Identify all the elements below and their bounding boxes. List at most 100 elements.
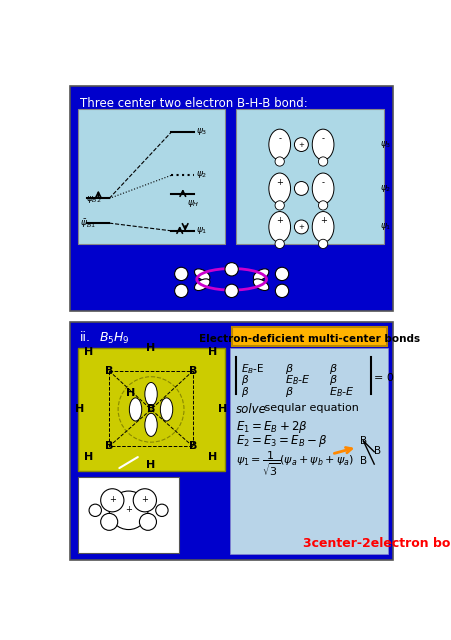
Text: $B_5H_9$: $B_5H_9$: [99, 331, 129, 346]
Text: B: B: [359, 436, 367, 446]
Text: H: H: [208, 348, 217, 358]
Text: -: -: [321, 134, 324, 143]
Ellipse shape: [194, 269, 209, 280]
Text: seqular equation: seqular equation: [261, 403, 358, 413]
Ellipse shape: [268, 129, 290, 160]
Text: B: B: [373, 447, 381, 456]
Text: B: B: [189, 366, 197, 376]
Text: H: H: [277, 269, 286, 279]
Circle shape: [109, 491, 147, 529]
Text: $\beta$: $\beta$: [285, 385, 293, 399]
Text: +: +: [141, 495, 148, 504]
Text: H: H: [84, 452, 93, 462]
FancyBboxPatch shape: [232, 327, 387, 346]
Text: H: H: [226, 286, 236, 296]
Text: H: H: [208, 452, 217, 462]
Ellipse shape: [312, 212, 333, 243]
Text: B: B: [105, 442, 113, 451]
Text: H: H: [226, 264, 236, 275]
Text: $\beta$: $\beta$: [329, 373, 337, 387]
Text: +: +: [125, 505, 132, 514]
Circle shape: [133, 489, 156, 512]
Text: $\psi_2$: $\psi_2$: [196, 169, 207, 180]
Ellipse shape: [144, 413, 157, 436]
Text: +: +: [319, 216, 326, 225]
Circle shape: [318, 201, 327, 210]
Circle shape: [275, 239, 284, 248]
Text: H: H: [146, 460, 155, 470]
Text: 3center-2electron bonds: 3center-2electron bonds: [302, 537, 451, 550]
Text: $\beta$: $\beta$: [285, 362, 293, 376]
Circle shape: [89, 504, 101, 516]
Ellipse shape: [144, 383, 157, 406]
Bar: [230, 348, 387, 554]
Ellipse shape: [129, 398, 142, 421]
Text: solve: solve: [236, 403, 267, 416]
Text: $\psi_H$: $\psi_H$: [186, 198, 199, 209]
Ellipse shape: [312, 173, 333, 204]
Text: $E_2 = E_3 = E_B - \beta$: $E_2 = E_3 = E_B - \beta$: [236, 433, 327, 449]
Text: +: +: [276, 178, 282, 187]
Text: $E_B$-E: $E_B$-E: [240, 362, 264, 376]
Circle shape: [155, 504, 168, 516]
Bar: [236, 109, 383, 244]
Text: +: +: [109, 495, 115, 504]
Text: B: B: [105, 366, 113, 376]
Ellipse shape: [268, 212, 290, 243]
Ellipse shape: [312, 129, 333, 160]
Text: H: H: [176, 269, 185, 279]
Ellipse shape: [253, 279, 268, 291]
Text: $\bar{\psi}_{B1}$: $\bar{\psi}_{B1}$: [79, 218, 95, 230]
Circle shape: [139, 513, 156, 531]
Ellipse shape: [160, 398, 172, 421]
Circle shape: [294, 182, 308, 195]
Text: H: H: [176, 286, 185, 296]
Text: $E_B$-E: $E_B$-E: [329, 385, 354, 399]
Ellipse shape: [268, 173, 290, 204]
Text: Three center two electron B-H-B bond:: Three center two electron B-H-B bond:: [79, 97, 307, 110]
Text: H: H: [277, 286, 286, 296]
Text: $\psi_2$: $\psi_2$: [380, 183, 391, 194]
Text: Electron-deficient multi-center bonds: Electron-deficient multi-center bonds: [199, 333, 419, 344]
Text: H: H: [146, 343, 155, 353]
Text: $E_B$-E: $E_B$-E: [285, 373, 310, 387]
Text: +: +: [276, 216, 282, 225]
Text: +: +: [298, 141, 304, 148]
Text: $\psi_1$: $\psi_1$: [196, 225, 207, 236]
Circle shape: [294, 138, 308, 152]
Circle shape: [275, 157, 284, 166]
Circle shape: [101, 513, 117, 531]
Ellipse shape: [194, 279, 209, 291]
Text: H: H: [84, 348, 93, 358]
Text: +: +: [298, 224, 304, 230]
Circle shape: [318, 239, 327, 248]
Text: ii.: ii.: [79, 331, 91, 344]
Circle shape: [101, 489, 124, 512]
Bar: [78, 109, 225, 244]
Text: $\psi_1 = \dfrac{1}{\sqrt{3}}(\psi_a + \psi_b + \psi_a)$: $\psi_1 = \dfrac{1}{\sqrt{3}}(\psi_a + \…: [236, 449, 354, 477]
Text: -: -: [277, 134, 281, 143]
Text: H: H: [126, 387, 135, 397]
Circle shape: [275, 201, 284, 210]
Text: B: B: [359, 456, 367, 467]
Bar: [70, 322, 392, 561]
Bar: [78, 348, 225, 471]
Text: -: -: [321, 178, 324, 187]
Circle shape: [318, 157, 327, 166]
Circle shape: [294, 220, 308, 234]
Text: = 0: = 0: [373, 373, 393, 383]
Text: $\psi_1$: $\psi_1$: [380, 221, 391, 232]
Text: $E_1 = E_B + 2\beta$: $E_1 = E_B + 2\beta$: [236, 419, 308, 435]
Ellipse shape: [253, 269, 268, 280]
Text: H: H: [75, 404, 84, 415]
Bar: [78, 477, 179, 553]
Text: $\beta$: $\beta$: [240, 373, 249, 387]
Text: B: B: [189, 442, 197, 451]
Text: $\beta$: $\beta$: [240, 385, 249, 399]
Text: $\psi_{B2}$: $\psi_{B2}$: [86, 194, 101, 205]
Text: $\psi_3$: $\psi_3$: [196, 126, 207, 137]
Text: H: H: [217, 404, 226, 415]
Text: $\psi_3$: $\psi_3$: [380, 139, 391, 150]
Text: $\beta$: $\beta$: [329, 362, 337, 376]
Text: B: B: [147, 404, 155, 415]
